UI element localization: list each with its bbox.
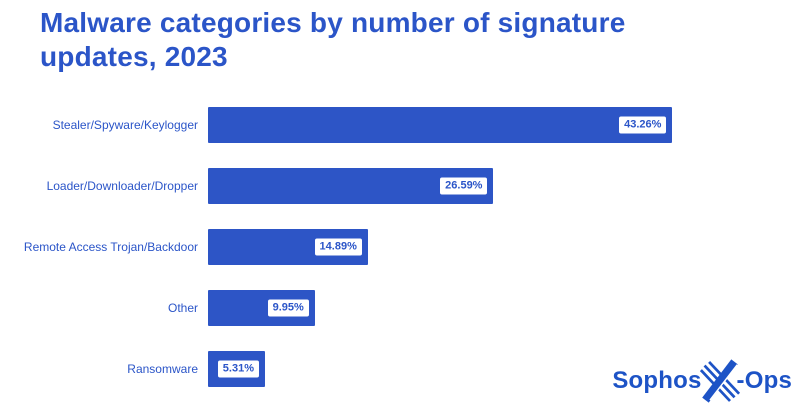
value-badge: 14.89% — [314, 238, 362, 256]
value-badge: 9.95% — [267, 299, 309, 317]
logo-text-ops: -Ops — [736, 367, 792, 394]
bar: 9.95% — [208, 290, 315, 326]
bar-track: 26.59% — [208, 168, 806, 204]
category-label: Other — [167, 301, 198, 315]
bar-row: Other 9.95% — [0, 290, 806, 326]
bar: 14.89% — [208, 229, 368, 265]
bar-row: Remote Access Trojan/Backdoor 14.89% — [0, 229, 806, 265]
bar: 5.31% — [208, 351, 265, 387]
sophos-x-ops-logo: Sophos -Ops — [612, 359, 792, 403]
bar: 43.26% — [208, 107, 673, 143]
bar-row: Stealer/Spyware/Keylogger 43.26% — [0, 107, 806, 143]
value-badge: 43.26% — [619, 116, 667, 134]
bar-track: 14.89% — [208, 229, 806, 265]
category-label: Remote Access Trojan/Backdoor — [23, 240, 198, 254]
value-badge: 26.59% — [440, 177, 488, 195]
bar-chart: Stealer/Spyware/Keylogger 43.26% Loader/… — [0, 107, 806, 412]
bar-row: Ransomware 5.31% — [0, 351, 806, 387]
bar-row: Loader/Downloader/Dropper 26.59% — [0, 168, 806, 204]
category-label: Ransomware — [127, 362, 198, 376]
bar-track: 43.26% — [208, 107, 806, 143]
category-label: Stealer/Spyware/Keylogger — [52, 118, 198, 132]
sophos-x-icon — [699, 359, 740, 403]
bar-track: 9.95% — [208, 290, 806, 326]
bar-track: 5.31% — [208, 351, 806, 387]
page-title-line2: updates, 2023 — [40, 41, 228, 72]
logo-text-sophos: Sophos — [612, 367, 702, 394]
page-title: Malware categories by number of signatur… — [40, 6, 780, 74]
value-badge: 5.31% — [217, 360, 259, 378]
bar: 26.59% — [208, 168, 494, 204]
page-title-line1: Malware categories by number of signatur… — [40, 7, 626, 38]
category-label: Loader/Downloader/Dropper — [46, 179, 198, 193]
